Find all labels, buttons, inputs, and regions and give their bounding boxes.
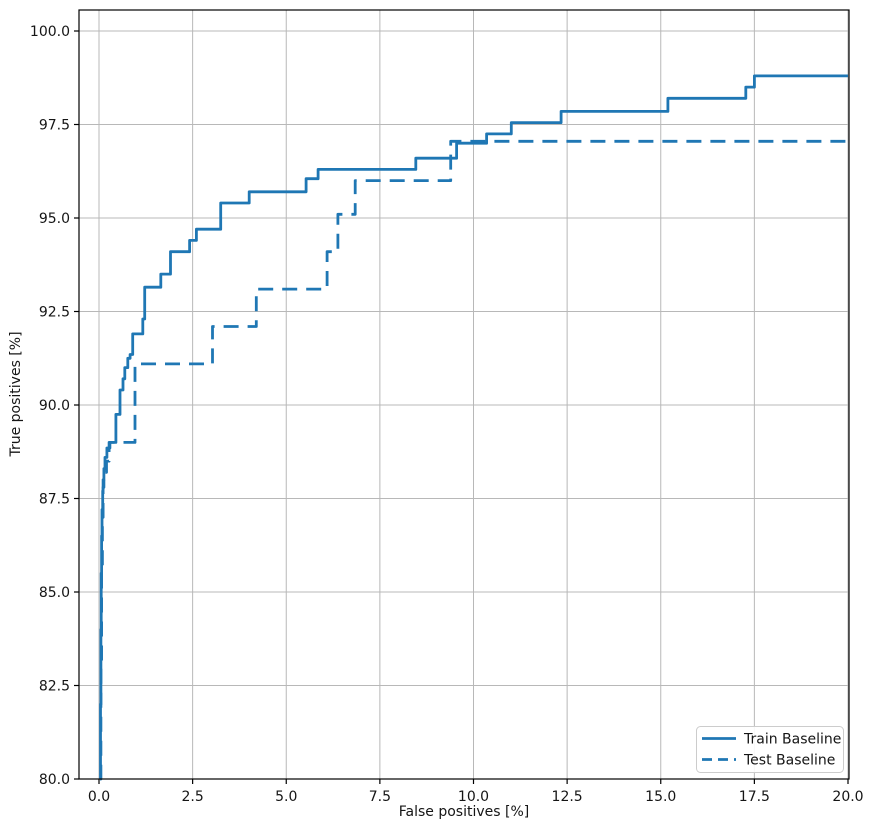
x-tick-label: 17.5	[739, 789, 770, 805]
y-tick-label: 95.0	[39, 211, 70, 227]
y-tick-label: 90.0	[39, 398, 70, 414]
y-tick-label: 85.0	[39, 585, 70, 601]
test-baseline-line	[99, 139, 848, 781]
y-tick-label: 82.5	[39, 679, 70, 695]
legend: Train Baseline Test Baseline	[696, 726, 844, 773]
x-tick-label: 2.5	[181, 789, 203, 805]
x-tick-label: 15.0	[645, 789, 676, 805]
legend-label: Train Baseline	[743, 732, 841, 748]
plot-border	[78, 9, 850, 780]
x-axis-label: False positives [%]	[399, 804, 529, 820]
x-tick-label: 20.0	[832, 789, 863, 805]
x-tick-label: 5.0	[275, 789, 297, 805]
y-tick-label: 97.5	[39, 118, 70, 134]
tick-layer: 0.0 2.5 5.0 7.5 10.0 12.5 15.0 17.5 20.0 80.0 82.5…	[30, 24, 864, 805]
y-axis-label: True positives [%]	[8, 331, 24, 457]
y-tick-label: 92.5	[39, 305, 70, 321]
y-tick-label: 100.0	[30, 24, 70, 40]
legend-label: Test Baseline	[743, 753, 835, 769]
series-layer	[99, 74, 848, 781]
x-tick-label: 0.0	[88, 789, 110, 805]
x-tick-label: 10.0	[458, 789, 489, 805]
x-tick-label: 12.5	[552, 789, 583, 805]
y-tick-label: 87.5	[39, 492, 70, 508]
x-tick-label: 7.5	[369, 789, 391, 805]
y-tick-label: 80.0	[39, 772, 70, 788]
